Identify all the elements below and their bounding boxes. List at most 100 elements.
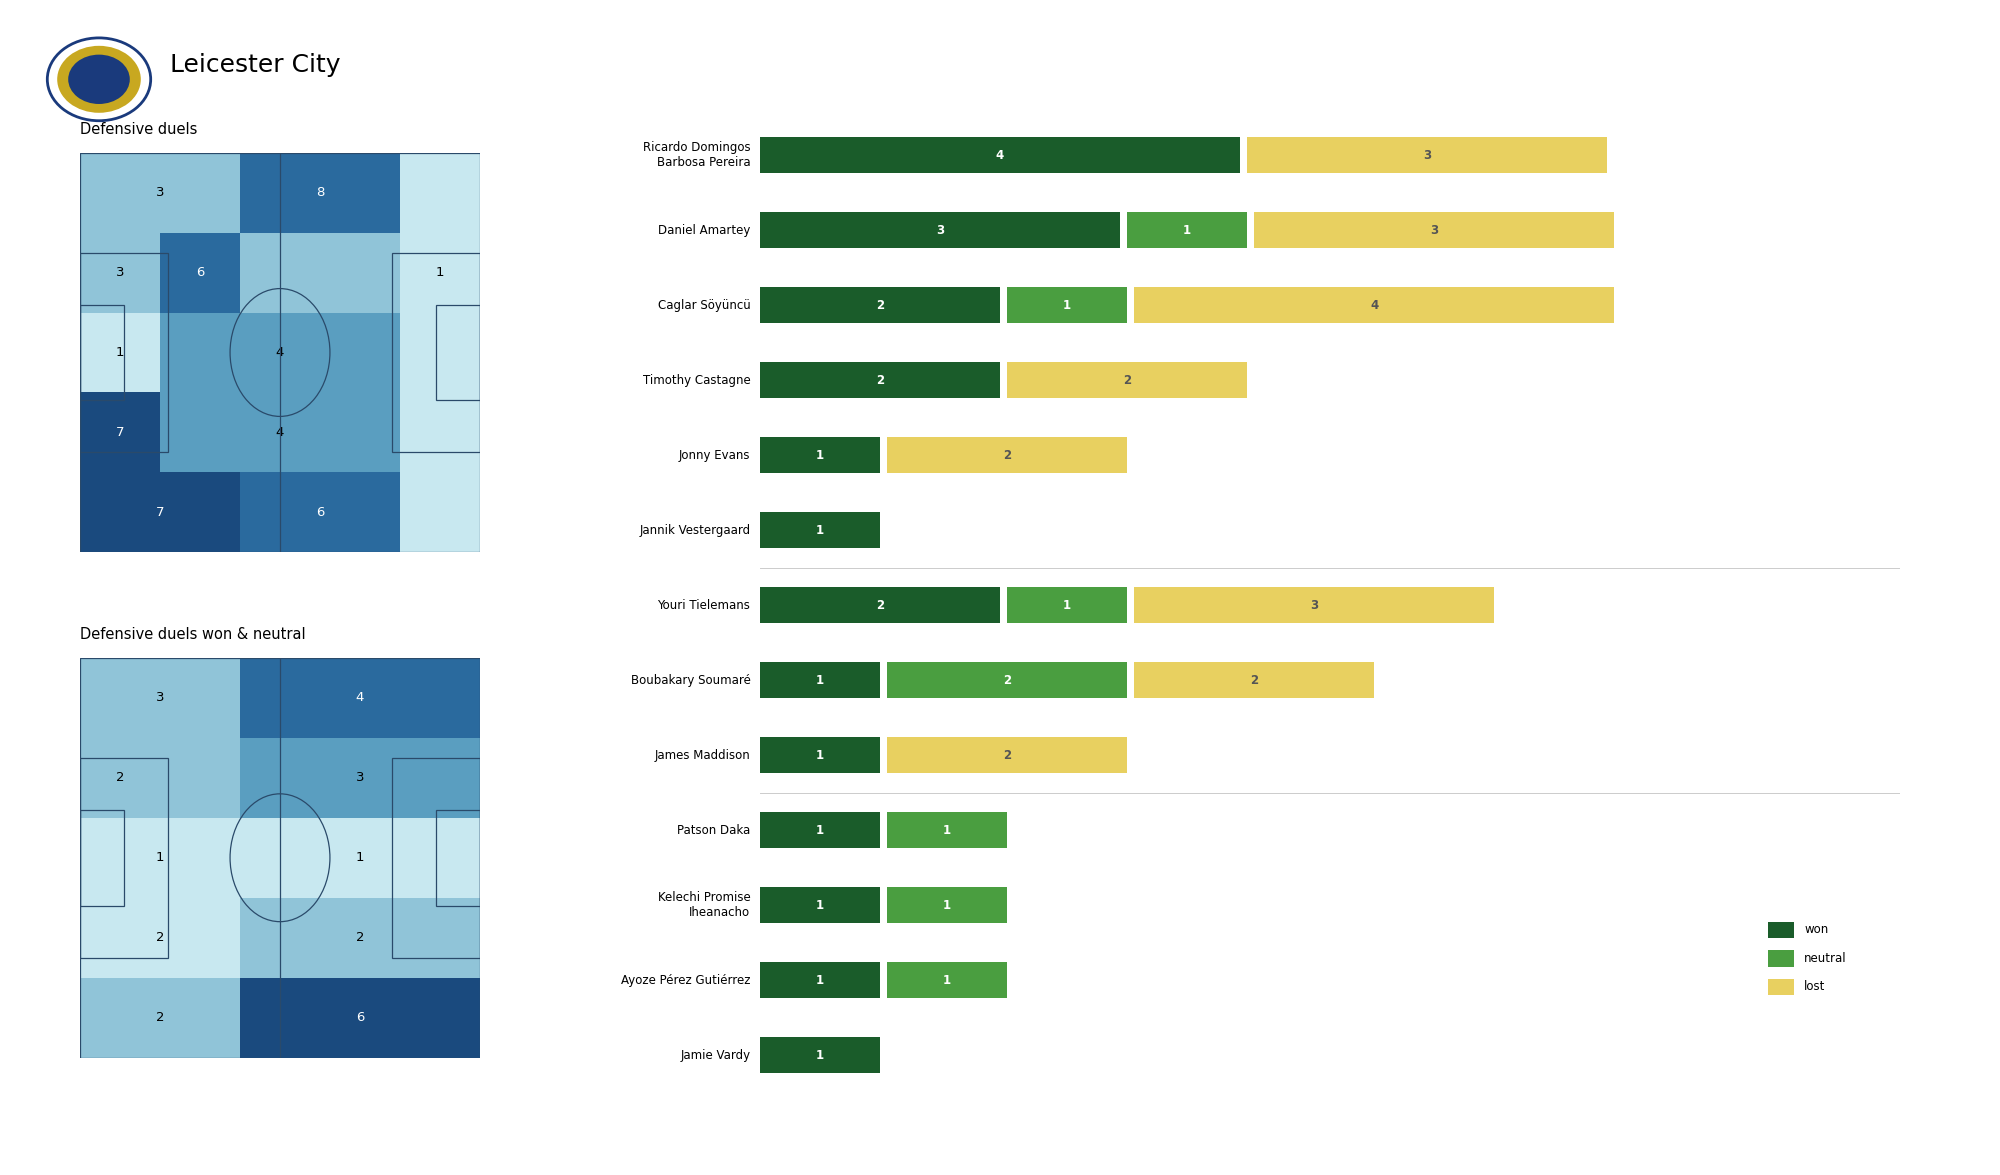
Bar [80, 738, 160, 818]
Bar [400, 313, 480, 392]
Bar [888, 663, 1128, 698]
Bar [1254, 212, 1614, 248]
Text: 1: 1 [816, 673, 824, 686]
Bar [80, 758, 168, 958]
Bar [160, 233, 240, 313]
Text: 1: 1 [944, 899, 952, 912]
Text: 1: 1 [1184, 223, 1192, 236]
Text: 2: 2 [1124, 374, 1132, 387]
Bar [1008, 362, 1248, 398]
Text: 4: 4 [276, 345, 284, 360]
Text: 3: 3 [156, 691, 164, 705]
Bar [1134, 588, 1494, 623]
Bar [80, 392, 160, 472]
Text: 3: 3 [356, 771, 364, 785]
Bar [240, 153, 400, 233]
Bar [888, 887, 1008, 924]
Text: 4: 4 [276, 425, 284, 439]
Bar [760, 362, 1000, 398]
Bar [760, 212, 1120, 248]
Text: 7: 7 [156, 505, 164, 519]
Text: 6: 6 [356, 1010, 364, 1025]
Text: 1: 1 [816, 824, 824, 837]
Bar [760, 287, 1000, 323]
Text: 2: 2 [1250, 673, 1258, 686]
Text: 6: 6 [316, 505, 324, 519]
Bar [160, 738, 240, 818]
Bar [1768, 979, 1794, 995]
Bar [80, 313, 160, 392]
Bar [760, 588, 1000, 623]
Text: 1: 1 [1064, 298, 1072, 311]
Text: 8: 8 [316, 186, 324, 200]
Bar [436, 304, 480, 401]
Bar [760, 137, 1240, 173]
Bar [1008, 287, 1128, 323]
Bar [80, 898, 240, 978]
Text: Youri Tielemans: Youri Tielemans [658, 598, 750, 612]
Text: 7: 7 [116, 425, 124, 439]
Bar [240, 233, 400, 313]
Bar [400, 153, 480, 233]
Bar [760, 737, 880, 773]
Bar [1768, 951, 1794, 967]
Bar [80, 233, 160, 313]
Text: 2: 2 [116, 771, 124, 785]
Text: 1: 1 [1064, 598, 1072, 612]
Text: 2: 2 [876, 598, 884, 612]
Bar [160, 392, 400, 472]
Text: 3: 3 [1310, 598, 1318, 612]
Text: 1: 1 [356, 851, 364, 865]
Bar [80, 818, 240, 898]
Text: 3: 3 [1430, 223, 1438, 236]
Bar [400, 233, 480, 313]
Text: lost: lost [1804, 980, 1826, 994]
Bar [760, 663, 880, 698]
Bar [240, 978, 480, 1058]
Bar [80, 253, 168, 452]
Text: 3: 3 [1424, 148, 1432, 161]
Text: 1: 1 [816, 974, 824, 987]
Text: 2: 2 [876, 374, 884, 387]
Bar [240, 818, 480, 898]
Bar [80, 978, 240, 1058]
Bar [1768, 921, 1794, 938]
Text: 1: 1 [816, 748, 824, 761]
Bar [888, 737, 1128, 773]
Bar [392, 253, 480, 452]
Text: 2: 2 [1004, 673, 1012, 686]
Bar [160, 313, 400, 392]
Text: 4: 4 [1370, 298, 1378, 311]
Text: Defensive duels: Defensive duels [80, 122, 198, 136]
Bar [1128, 212, 1248, 248]
Text: Timothy Castagne: Timothy Castagne [642, 374, 750, 387]
Bar [240, 898, 480, 978]
Bar [240, 472, 400, 552]
Text: 4: 4 [356, 691, 364, 705]
Bar [888, 437, 1128, 474]
Text: 2: 2 [1004, 748, 1012, 761]
Text: 2: 2 [156, 931, 164, 945]
Bar [80, 153, 240, 233]
Bar [1134, 663, 1374, 698]
Text: 1: 1 [816, 899, 824, 912]
Text: James Maddison: James Maddison [654, 748, 750, 761]
Bar [400, 392, 480, 472]
Text: 4: 4 [996, 148, 1004, 161]
Bar [760, 962, 880, 999]
Bar [760, 812, 880, 848]
Bar [1248, 137, 1608, 173]
Bar [80, 472, 240, 552]
Bar [760, 437, 880, 474]
Bar [400, 472, 480, 552]
Text: Leicester City: Leicester City [170, 53, 340, 76]
Text: 2: 2 [356, 931, 364, 945]
Text: 1: 1 [816, 449, 824, 462]
Bar [240, 738, 480, 818]
Text: 2: 2 [876, 298, 884, 311]
Text: won: won [1804, 924, 1828, 936]
Text: Boubakary Soumaré: Boubakary Soumaré [630, 673, 750, 686]
Bar [1008, 588, 1128, 623]
Text: Jonny Evans: Jonny Evans [678, 449, 750, 462]
Circle shape [68, 55, 130, 105]
